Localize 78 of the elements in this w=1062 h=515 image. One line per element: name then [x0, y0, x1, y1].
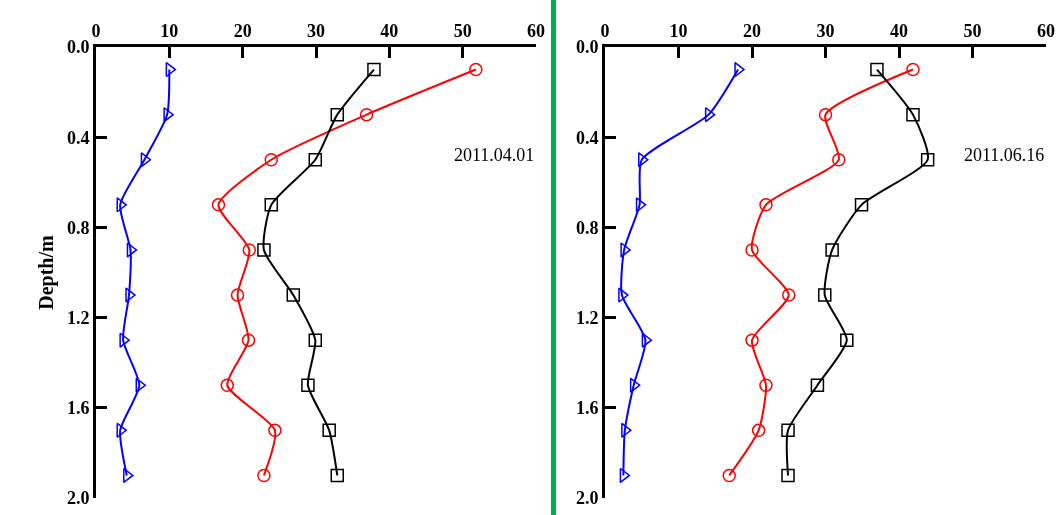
point: [641, 332, 653, 348]
point: [759, 198, 773, 212]
y-tick-label: 0.0: [66, 37, 90, 58]
point: [759, 378, 773, 392]
point: [906, 107, 920, 122]
point: [230, 288, 245, 302]
point: [257, 468, 271, 483]
y-tick-label: 0.8: [575, 217, 599, 238]
point: [126, 242, 138, 258]
x-tick-label: 10: [669, 20, 688, 41]
x-tick-label: 50: [963, 20, 982, 41]
point: [330, 468, 345, 483]
point: [870, 62, 884, 77]
x-tick-label: 20: [743, 20, 761, 41]
y-tick-label: 2.0: [575, 488, 599, 509]
point: [308, 333, 323, 347]
point: [920, 153, 935, 167]
point: [781, 468, 795, 483]
point: [322, 423, 336, 438]
point: [619, 467, 631, 484]
y-tick-label: 0.8: [66, 217, 90, 238]
point: [268, 423, 282, 438]
point: [220, 378, 235, 392]
x-tick-label: 20: [233, 20, 252, 41]
point: [308, 153, 323, 167]
x-tick-label: 40: [890, 20, 908, 41]
point: [330, 107, 345, 122]
x-tick-label: 30: [816, 20, 835, 41]
x-tick-label: 40: [380, 20, 399, 41]
point: [629, 377, 641, 393]
point: [906, 62, 920, 77]
point: [831, 153, 846, 167]
y-tick-label: 1.6: [575, 398, 599, 419]
x-tick-label: 60: [527, 20, 545, 41]
point: [359, 107, 374, 122]
point: [301, 378, 315, 392]
point: [818, 107, 833, 122]
point: [367, 62, 381, 77]
point: [165, 61, 177, 78]
y-tick-label: 0.4: [66, 127, 90, 148]
point: [635, 197, 647, 213]
point: [810, 378, 825, 392]
x-tick-label: 50: [453, 20, 472, 41]
y-tick-label: 1.6: [66, 398, 90, 419]
point: [286, 288, 301, 302]
point: [745, 333, 759, 347]
point: [751, 423, 766, 438]
annotation: 2011.04.01: [454, 145, 535, 165]
y-tick-label: 0.4: [575, 127, 599, 148]
point: [264, 198, 279, 212]
x-tick-label: 10: [160, 20, 179, 41]
annotation: 2011.06.16: [964, 145, 1045, 165]
point: [211, 198, 226, 212]
x-tick-label: 30: [307, 20, 325, 41]
point: [722, 468, 736, 483]
point: [241, 333, 256, 347]
point: [745, 243, 759, 257]
point: [257, 243, 271, 257]
y-tick-label: 1.2: [575, 307, 599, 328]
x-tick-label: 0: [91, 20, 101, 41]
point: [840, 333, 854, 347]
y-tick-label: 1.2: [66, 307, 90, 328]
y-tick-label: 2.0: [66, 488, 90, 509]
point: [140, 152, 152, 168]
point: [135, 377, 147, 393]
point: [854, 198, 869, 212]
point: [704, 106, 716, 123]
point: [264, 153, 279, 167]
x-tick-label: 0: [600, 20, 610, 41]
y-tick-label: 0.0: [575, 37, 599, 58]
x-tick-label: 60: [1037, 20, 1055, 41]
point: [782, 288, 796, 302]
point: [818, 288, 832, 302]
point: [469, 62, 483, 77]
point: [781, 423, 795, 438]
y-axis-title: Depth/m: [35, 234, 59, 310]
point: [242, 243, 257, 257]
point: [825, 243, 839, 257]
